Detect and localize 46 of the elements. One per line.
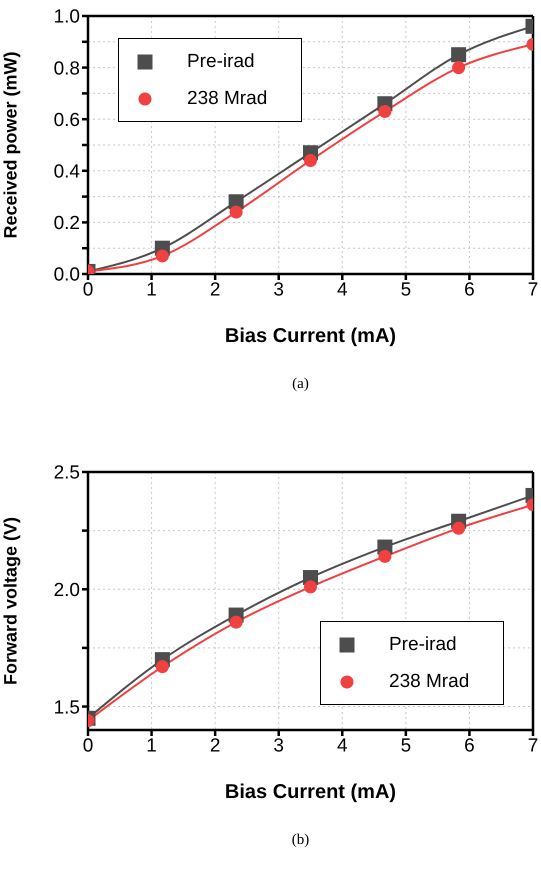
- x-tick-label: 0: [82, 735, 94, 756]
- point: [378, 104, 392, 118]
- point: [304, 580, 317, 594]
- point: [378, 550, 392, 563]
- text: (b): [290, 832, 310, 849]
- x-tick-label: 3: [273, 735, 284, 756]
- legend-label: 238 Mrad: [187, 88, 268, 110]
- x-tick-label: 1: [146, 735, 157, 756]
- y-tick-label: 1.0: [54, 6, 80, 28]
- point: [452, 522, 466, 535]
- x-axis-title: Bias Current (mA): [224, 325, 396, 347]
- x-tick-label: 2: [210, 735, 220, 756]
- y-tick-label: 0.6: [54, 110, 80, 131]
- y-tick-label: 2.5: [54, 462, 80, 484]
- x-tick-label: 4: [336, 279, 348, 300]
- legend-label: Pre-irad: [389, 634, 457, 656]
- point: [156, 249, 169, 262]
- x-tick-label: 1: [146, 279, 157, 300]
- x-tick-label: 6: [464, 279, 475, 300]
- legend-label: 238 Mrad: [389, 670, 470, 692]
- point: [156, 660, 169, 674]
- point: [230, 616, 243, 629]
- x-tick-label: 7: [528, 279, 538, 300]
- y-tick-label: 0.2: [54, 213, 80, 234]
- x-tick-label: 7: [528, 735, 538, 756]
- x-tick-label: 5: [400, 735, 412, 756]
- point: [230, 206, 243, 219]
- y-tick-label: 0.0: [54, 264, 80, 286]
- y-tick-label: 0.4: [54, 162, 80, 183]
- x-axis-title: Bias Current (mA): [224, 781, 396, 803]
- point: [452, 61, 466, 74]
- text: (a): [291, 376, 310, 393]
- y-tick-label: 1.5: [54, 697, 80, 718]
- y-axis-title: Forward voltage (V): [0, 516, 20, 686]
- y-axis-title: Received power (mW): [0, 51, 20, 239]
- x-tick-label: 2: [210, 279, 220, 300]
- x-tick-label: 4: [336, 735, 348, 756]
- y-tick-label: 2.0: [54, 580, 80, 602]
- legend-label: Pre-irad: [187, 50, 255, 72]
- x-tick-label: 5: [400, 279, 412, 300]
- x-tick-label: 3: [273, 279, 284, 300]
- point: [304, 154, 317, 167]
- y-tick-label: 0.8: [54, 58, 80, 80]
- x-tick-label: 6: [464, 735, 475, 756]
- point: [451, 47, 466, 62]
- x-tick-label: 0: [82, 279, 94, 300]
